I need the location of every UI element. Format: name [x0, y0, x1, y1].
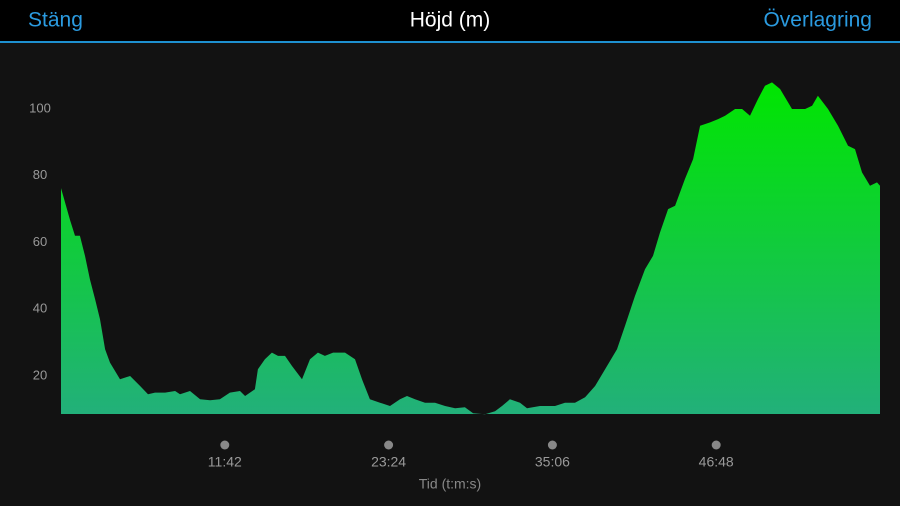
elevation-area — [61, 82, 880, 415]
x-tick-label: 23:24 — [371, 454, 406, 470]
x-tick-dot — [711, 440, 721, 450]
x-tick-dot — [384, 440, 394, 450]
header-bar — [0, 0, 900, 42]
overlay-button[interactable]: Överlagring — [763, 9, 872, 32]
x-tick-dot — [547, 440, 557, 450]
x-tick-label: 46:48 — [699, 454, 734, 470]
y-tick-label: 20 — [33, 367, 47, 382]
y-tick-label: 80 — [33, 167, 47, 182]
x-axis-label: Tid (t:m:s) — [419, 476, 481, 492]
y-tick-label: 60 — [33, 234, 47, 249]
close-button[interactable]: Stäng — [28, 9, 83, 32]
x-tick-dot — [220, 440, 230, 450]
x-tick-label: 35:06 — [535, 454, 570, 470]
y-tick-label: 40 — [33, 301, 47, 316]
x-tick-label: 11:42 — [208, 454, 242, 470]
y-tick-label: 100 — [29, 100, 51, 115]
page-title: Höjd (m) — [410, 9, 491, 32]
